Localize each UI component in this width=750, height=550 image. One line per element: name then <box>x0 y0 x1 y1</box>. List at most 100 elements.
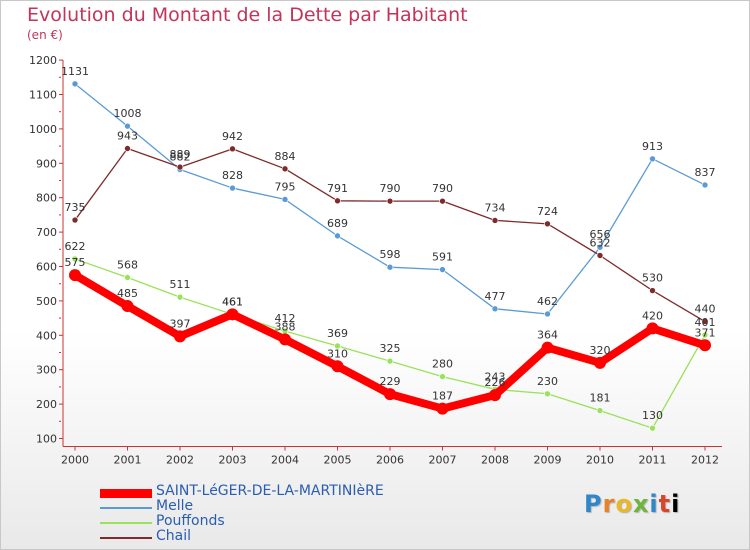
data-label: 462 <box>537 295 558 308</box>
data-label: 181 <box>590 392 611 405</box>
data-point <box>121 300 134 313</box>
data-point <box>386 197 394 205</box>
data-point <box>646 322 659 335</box>
data-label: 530 <box>642 272 663 285</box>
data-point <box>439 266 446 273</box>
data-point <box>124 145 131 152</box>
legend-label: Chail <box>156 528 192 544</box>
data-point <box>281 196 289 203</box>
data-point <box>649 155 656 163</box>
logo-letter: t <box>658 490 672 518</box>
data-point <box>436 402 449 415</box>
data-label: 724 <box>537 205 558 218</box>
data-point <box>596 252 604 259</box>
data-point <box>281 165 289 173</box>
proxiti-logo: Proxiti <box>584 490 680 518</box>
data-point <box>544 390 551 398</box>
legend-swatch <box>100 522 152 524</box>
data-point <box>229 184 236 192</box>
data-label: 280 <box>432 358 453 371</box>
data-label: 412 <box>275 312 296 325</box>
legend-swatch <box>100 488 152 498</box>
data-label: 243 <box>485 370 506 383</box>
data-point <box>649 424 656 432</box>
logo-letter: x <box>632 490 650 518</box>
data-point <box>71 216 79 224</box>
y-tick-label: 1000 <box>29 123 57 136</box>
data-point <box>544 220 551 228</box>
data-point <box>334 342 341 350</box>
logo-letter: i <box>671 490 681 518</box>
x-tick-label: 2002 <box>166 454 194 467</box>
data-point <box>71 255 79 263</box>
data-label: 401 <box>695 316 716 329</box>
data-point <box>174 330 186 343</box>
legend-label: Pouffonds <box>156 513 225 529</box>
data-point <box>176 293 184 301</box>
x-tick-label: 2000 <box>61 454 89 467</box>
data-label: 229 <box>380 375 401 388</box>
data-point <box>386 357 394 365</box>
y-tick-label: 1100 <box>29 89 57 102</box>
data-label: 1131 <box>61 65 89 78</box>
y-tick-label: 800 <box>36 192 57 205</box>
data-point <box>701 331 709 339</box>
data-point <box>439 373 446 380</box>
data-point <box>226 308 239 321</box>
data-label: 884 <box>275 150 296 163</box>
data-point <box>386 263 394 271</box>
data-label: 485 <box>117 287 138 300</box>
y-tick-label: 400 <box>36 329 57 342</box>
chart-title: Evolution du Montant de la Dette par Hab… <box>27 4 468 26</box>
data-label: 568 <box>117 259 138 272</box>
data-point <box>279 333 291 346</box>
legend-label: SAINT-LéGER-DE-LA-MARTINIèRE <box>156 483 384 499</box>
data-point <box>596 243 604 251</box>
chart-subtitle: (en €) <box>27 28 63 42</box>
data-point <box>384 388 396 401</box>
data-label: 310 <box>327 347 348 360</box>
data-label: 734 <box>485 201 506 214</box>
data-point <box>491 217 499 224</box>
data-point <box>649 287 656 294</box>
data-point <box>701 181 709 189</box>
x-tick-label: 2008 <box>481 454 509 467</box>
data-label: 656 <box>590 228 611 241</box>
data-label: 420 <box>642 309 663 322</box>
data-label: 477 <box>485 290 506 303</box>
data-label: 371 <box>695 326 716 339</box>
data-label: 130 <box>642 409 663 422</box>
legend-swatch <box>100 507 152 509</box>
data-label: 598 <box>380 248 401 261</box>
logo-letter: o <box>615 490 633 518</box>
logo-letter: r <box>602 490 616 518</box>
y-tick-label: 100 <box>36 433 57 446</box>
x-tick-label: 2005 <box>324 454 352 467</box>
data-point <box>229 145 236 153</box>
data-label: 689 <box>327 217 348 230</box>
data-label: 837 <box>695 166 716 179</box>
data-point <box>124 274 131 281</box>
data-point <box>594 356 606 369</box>
y-tick-label: 1200 <box>29 54 57 67</box>
data-label: 943 <box>117 130 138 143</box>
y-tick-label: 500 <box>36 295 57 308</box>
data-label: 882 <box>170 150 191 163</box>
data-label: 511 <box>170 278 191 291</box>
data-label: 795 <box>275 180 296 193</box>
x-tick-label: 2001 <box>114 454 142 467</box>
data-label: 913 <box>642 140 663 153</box>
y-tick-label: 600 <box>36 261 57 274</box>
data-point <box>439 197 446 205</box>
data-point <box>491 305 499 313</box>
data-label: 461 <box>222 295 243 308</box>
data-point <box>334 197 341 205</box>
y-tick-label: 200 <box>36 398 57 411</box>
legend-label: Melle <box>156 498 194 514</box>
x-tick-label: 2011 <box>639 454 667 467</box>
x-tick-label: 2003 <box>219 454 247 467</box>
x-tick-label: 2007 <box>429 454 457 467</box>
logo-letter: i <box>649 490 659 518</box>
data-point <box>124 122 131 130</box>
